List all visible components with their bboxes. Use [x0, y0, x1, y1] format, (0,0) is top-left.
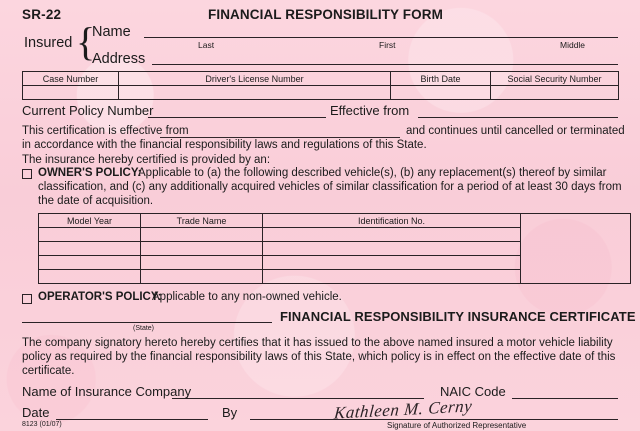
- certification-tail-text: and continues until cancelled or termina…: [406, 125, 625, 137]
- insurance-company-label: Name of Insurance Company: [22, 384, 192, 399]
- current-policy-number-label: Current Policy Number: [22, 103, 154, 118]
- certification-line3: The insurance hereby certified is provid…: [22, 154, 271, 166]
- operators-policy-heading: OPERATOR'S POLICY:: [38, 291, 162, 303]
- operators-policy-text: Applicable to any non-owned vehicle.: [152, 291, 342, 303]
- by-label: By: [222, 405, 238, 420]
- owners-policy-line1: Applicable to (a) the following describe…: [138, 167, 607, 179]
- owners-policy-line3: the date of acquisition.: [38, 195, 154, 207]
- cell-identification[interactable]: [262, 241, 521, 256]
- cell-drivers-license[interactable]: [118, 85, 391, 100]
- owners-policy-line2: classification, and (c) any additionally…: [38, 181, 622, 193]
- cell-model-year[interactable]: [38, 269, 141, 284]
- date-label: Date: [22, 405, 50, 420]
- form-number: 8123 (01/07): [22, 421, 62, 428]
- state-input[interactable]: [22, 322, 272, 323]
- cell-model-year[interactable]: [38, 241, 141, 256]
- cell-trade-name[interactable]: [140, 255, 263, 270]
- certificate-body-line1: The company signatory hereto hereby cert…: [22, 337, 613, 349]
- insurance-company-input[interactable]: [172, 398, 424, 399]
- col-identification-no: Identification No.: [262, 213, 521, 228]
- vehicle-table: Model Year Trade Name Identification No.: [38, 213, 631, 284]
- cell-trade-name[interactable]: [140, 269, 263, 284]
- table-row: [38, 269, 631, 284]
- naic-code-input[interactable]: [512, 398, 618, 399]
- col-spare: [520, 213, 631, 284]
- owners-policy-heading: OWNER'S POLICY:: [38, 167, 142, 179]
- cell-case-number[interactable]: [22, 85, 119, 100]
- insured-brace-icon: {: [76, 19, 96, 64]
- by-input[interactable]: [250, 419, 618, 420]
- cell-identification[interactable]: [262, 269, 521, 284]
- certification-line2: in accordance with the financial respons…: [22, 139, 427, 151]
- date-input[interactable]: [56, 419, 208, 420]
- cell-identification[interactable]: [262, 227, 521, 242]
- insured-address-input[interactable]: [152, 64, 618, 65]
- col-birth-date: Birth Date: [390, 71, 491, 86]
- col-ssn: Social Security Number: [490, 71, 619, 86]
- state-caption: (State): [133, 325, 155, 332]
- naic-code-label: NAIC Code: [440, 384, 506, 399]
- col-case-number: Case Number: [22, 71, 119, 86]
- certificate-body-line3: certificate.: [22, 365, 75, 377]
- insured-sub-last: Last: [198, 40, 215, 50]
- cell-identification[interactable]: [262, 255, 521, 270]
- owners-policy-checkbox[interactable]: [22, 169, 32, 179]
- certificate-title: FINANCIAL RESPONSIBILITY INSURANCE CERTI…: [280, 309, 636, 324]
- table-row: [22, 85, 619, 100]
- col-drivers-license: Driver's License Number: [118, 71, 391, 86]
- cell-ssn[interactable]: [490, 85, 619, 100]
- table-header-row: Case Number Driver's License Number Birt…: [22, 71, 619, 86]
- page-title: FINANCIAL RESPONSIBILITY FORM: [208, 7, 443, 22]
- insured-sub-first: First: [379, 40, 396, 50]
- signature-caption: Signature of Authorized Representative: [387, 421, 527, 430]
- insured-name-input[interactable]: [144, 37, 618, 38]
- cell-model-year[interactable]: [38, 255, 141, 270]
- operators-policy-checkbox[interactable]: [22, 294, 32, 304]
- effective-from-label: Effective from: [330, 103, 410, 118]
- cell-trade-name[interactable]: [140, 227, 263, 242]
- insured-address-label: Address: [92, 51, 146, 67]
- table-header-row: Model Year Trade Name Identification No.: [38, 213, 631, 284]
- insured-info-table: Case Number Driver's License Number Birt…: [22, 71, 619, 100]
- form-code: SR-22: [22, 7, 62, 22]
- current-policy-number-input[interactable]: [148, 117, 326, 118]
- insured-name-label: Name: [92, 24, 131, 40]
- effective-from-input[interactable]: [418, 117, 618, 118]
- certificate-body-line2: policy as required by the financial resp…: [22, 351, 616, 363]
- insured-sub-middle: Middle: [560, 40, 586, 50]
- insured-group-label: Insured: [24, 35, 73, 51]
- col-trade-name: Trade Name: [140, 213, 263, 228]
- certification-effective-input[interactable]: [160, 137, 400, 138]
- col-model-year: Model Year: [38, 213, 141, 228]
- table-row: [38, 227, 631, 242]
- cell-birth-date[interactable]: [390, 85, 491, 100]
- certification-lead-text: This certification is effective from: [22, 125, 189, 137]
- cell-trade-name[interactable]: [140, 241, 263, 256]
- cell-model-year[interactable]: [38, 227, 141, 242]
